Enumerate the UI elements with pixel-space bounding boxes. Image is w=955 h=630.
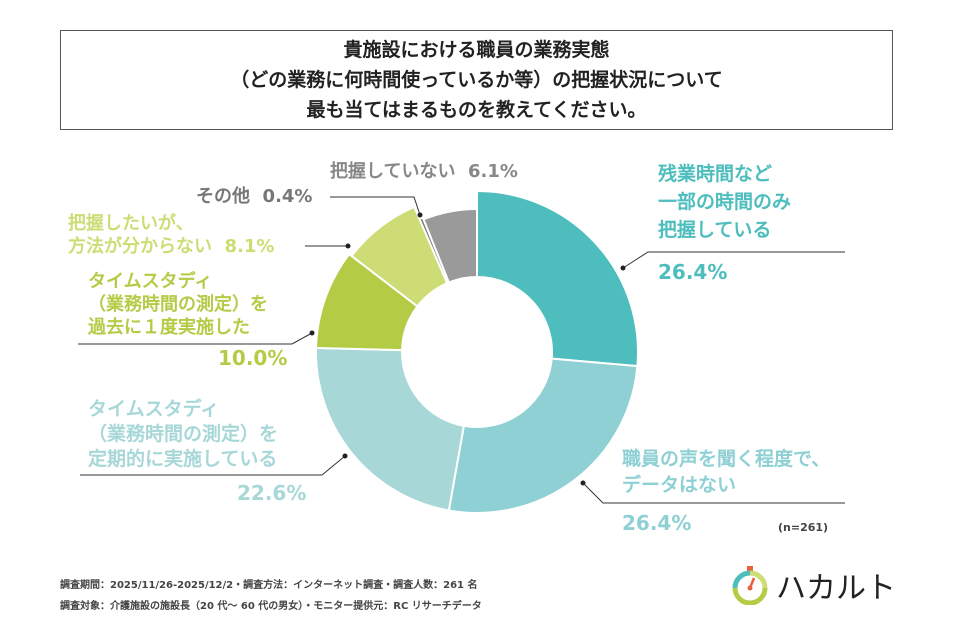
label-text: その他: [196, 186, 250, 207]
slice-staff-voice: [447, 357, 639, 514]
leader-staff-voice: [582, 482, 845, 504]
leader-staff-voice-dot: [580, 480, 586, 486]
label-line: 把握している: [658, 219, 772, 241]
label-line: （業務時間の測定）を: [88, 294, 268, 315]
brand-logo: ハカルト: [732, 563, 896, 607]
leader-regular-study-dot: [342, 453, 348, 459]
slice-want-to-know: [350, 205, 449, 308]
leader-regular-study: [80, 455, 346, 476]
label-line: タイムスタディ: [88, 398, 220, 420]
leader-once-study-dot: [309, 330, 315, 336]
pct-other: 0.4%: [262, 186, 313, 207]
stopwatch-icon: [732, 566, 768, 605]
leader-partial-hours-dot: [620, 265, 626, 271]
title-line-2: （どの業務に何時間使っているか等）の把握状況について: [230, 69, 723, 91]
leader-partial-hours: [622, 251, 845, 269]
label-line: 把握したいが、: [68, 213, 194, 234]
leader-want-to-know-dot: [345, 243, 351, 249]
label-line: 職員の声を聞く程度で、: [622, 448, 831, 470]
label-line: 過去に１度実施した: [88, 317, 250, 338]
slice-once-study: [315, 252, 419, 352]
sample-size: (n=261): [778, 521, 829, 534]
pct-want-to-know: 8.1%: [224, 236, 275, 257]
label-line: 定期的に実施している: [88, 448, 278, 470]
leader-other-dot: [417, 212, 423, 218]
pct-not-grasped: 6.1%: [468, 161, 518, 182]
pct-partial-hours: 26.4%: [658, 260, 728, 284]
label-regular-study: タイムスタディ （業務時間の測定）を 定期的に実施している: [88, 397, 278, 472]
leader-other: [330, 196, 421, 216]
label-line: （業務時間の測定）を: [88, 423, 279, 445]
survey-target: 調査対象：介護施設の施設長（20 代～ 60 代の男女）・モニター提供元：RC …: [60, 601, 482, 612]
label-line: データはない: [622, 474, 737, 496]
label-partial-hours: 残業時間など 一部の時間のみ 把握している: [658, 160, 791, 244]
label-text: 把握していない: [330, 161, 456, 182]
label-once-study: タイムスタディ （業務時間の測定）を 過去に１度実施した: [88, 270, 268, 339]
label-staff-voice: 職員の声を聞く程度で、 データはない: [622, 446, 830, 498]
label-line: 方法が分からない 8.1%: [68, 235, 274, 258]
title-line-1: 貴施設における職員の業務実態: [343, 39, 610, 61]
label-not-grasped: 把握していない 6.1%: [330, 161, 518, 183]
title-line-3: 最も当てはまるものを教えてください。: [306, 99, 647, 121]
slice-not-grasped: [422, 207, 478, 284]
pct-regular-study: 22.6%: [237, 481, 307, 505]
label-text: 方法が分からない: [68, 236, 212, 257]
survey-period: 調査期間：2025/11/26-2025/12/2・調査方法：インターネット調査…: [60, 580, 478, 591]
label-line: 残業時間など: [658, 163, 773, 185]
pct-once-study: 10.0%: [218, 346, 288, 370]
question-title-box: 貴施設における職員の業務実態 （どの業務に何時間使っているか等）の把握状況につい…: [60, 30, 893, 130]
slice-partial-hours: [476, 189, 639, 368]
label-other: その他 0.4%: [196, 186, 312, 208]
label-line: 一部の時間のみ: [658, 191, 792, 213]
label-line: タイムスタディ: [88, 271, 213, 292]
label-want-to-know: 把握したいが、 方法が分からない 8.1%: [68, 212, 274, 258]
leader-once-study: [78, 332, 313, 345]
slice-regular-study: [315, 346, 466, 512]
pct-staff-voice: 26.4%: [622, 511, 692, 535]
logo-text: ハカルト: [776, 571, 896, 606]
